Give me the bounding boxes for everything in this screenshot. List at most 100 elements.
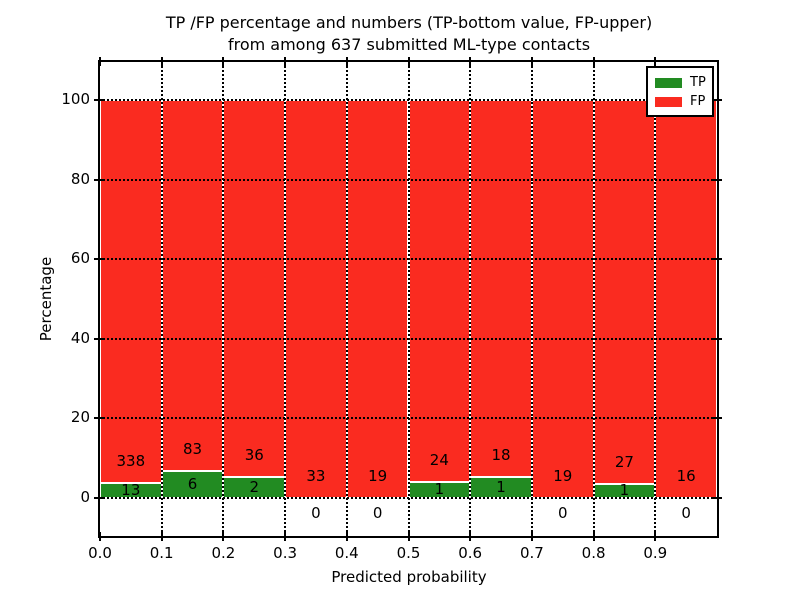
fp-count-label: 83 [182, 440, 203, 459]
legend-label-fp: FP [690, 94, 706, 109]
legend-entry-fp: FP [655, 92, 712, 111]
x-tick-label: 0.3 [273, 544, 298, 562]
x-tick-top [99, 57, 101, 66]
y-tick-label: 40 [70, 328, 90, 347]
fp-count-label: 24 [429, 451, 449, 470]
x-axis-label: Predicted probability [331, 568, 487, 586]
x-tick-bottom [592, 532, 595, 541]
y-tick-right [713, 258, 722, 261]
x-tick-top [407, 57, 410, 66]
bar-fp-segment [470, 100, 532, 478]
gridline-x-0.6 [469, 62, 472, 536]
bar-tp-segment [161, 471, 224, 498]
x-tick-label: 0.0 [88, 544, 112, 562]
fp-count-label: 16 [676, 467, 696, 485]
chart-title-line2: from among 637 submitted ML-type contact… [227, 35, 591, 54]
x-tick-label: 0.1 [149, 544, 174, 562]
tp-count-label: 0 [557, 504, 568, 522]
x-tick-top [530, 57, 533, 66]
y-tick-label: 80 [70, 169, 90, 188]
chart-title-line1: TP /FP percentage and numbers (TP-bottom… [165, 13, 653, 32]
y-tick-label: 20 [70, 408, 90, 427]
fp-color-swatch [655, 96, 682, 107]
x-tick-bottom [345, 532, 348, 541]
bar-fp-segment [285, 100, 347, 498]
gridline-x-0.7 [530, 62, 533, 536]
bar-fp-segment [408, 100, 471, 483]
y-tick-left [94, 337, 103, 340]
tp-color-swatch [655, 77, 682, 88]
gridline-x-0.9 [654, 62, 657, 536]
tp-count-label: 0 [372, 504, 383, 522]
x-tick-top [469, 57, 472, 66]
x-tick-bottom [99, 532, 101, 541]
x-tick-label: 0.4 [334, 544, 359, 562]
y-tick-right [713, 497, 722, 499]
y-tick-label: 100 [61, 90, 90, 108]
bar-fp-segment [346, 100, 409, 498]
fp-count-label: 338 [116, 452, 146, 471]
x-tick-label: 0.7 [519, 544, 544, 562]
x-tick-top [284, 57, 287, 66]
legend-label-tp: TP [690, 75, 706, 90]
y-tick-left [94, 417, 103, 420]
y-tick-left [94, 497, 103, 499]
x-tick-top [345, 57, 348, 66]
tp-count-label: 0 [681, 504, 691, 522]
y-tick-label: 0 [80, 488, 90, 506]
fp-count-label: 36 [244, 446, 264, 465]
x-tick-top [160, 57, 163, 66]
x-tick-label: 0.8 [581, 544, 606, 562]
tp-count-label: 13 [121, 480, 141, 499]
y-tick-left [94, 99, 103, 101]
legend: TP FP [646, 66, 714, 117]
fp-count-label: 19 [553, 467, 573, 485]
gridline-x-0.5 [407, 62, 410, 536]
y-tick-label: 60 [70, 249, 90, 268]
x-tick-top [654, 57, 657, 66]
x-tick-bottom [530, 532, 533, 541]
y-tick-left [94, 258, 103, 261]
x-tick-top [592, 57, 595, 66]
legend-entry-tp: TP [655, 73, 712, 92]
tp-count-label: 0 [311, 504, 321, 522]
bar-fp-segment [531, 100, 594, 498]
tp-count-label: 1 [496, 477, 506, 496]
fp-count-label: 18 [491, 446, 511, 465]
x-tick-label: 0.2 [211, 544, 236, 562]
bar-fp-segment [161, 100, 224, 472]
gridline-x-0.2 [222, 62, 225, 536]
chart-title: TP /FP percentage and numbers (TP-bottom… [98, 12, 720, 56]
y-tick-right [713, 99, 722, 101]
bar-fp-segment [655, 100, 717, 498]
tp-count-label: 2 [249, 477, 259, 496]
gridline-x-0.3 [284, 62, 287, 536]
plot-area: TP FP 338 13 83 6 36 2 33 0 19 0 24 1 18 1 19 0 27 1 16 0 [94, 57, 722, 541]
bar-fp-segment [593, 100, 656, 484]
bar-fp-segment [223, 100, 286, 478]
x-tick-bottom [160, 532, 163, 541]
x-tick-bottom [654, 532, 657, 541]
x-tick-label: 0.6 [458, 544, 483, 562]
x-tick-top [222, 57, 225, 66]
x-tick-bottom [222, 532, 225, 541]
y-tick-right [713, 337, 722, 340]
y-tick-right [713, 417, 722, 420]
x-tick-bottom [284, 532, 287, 541]
gridline-x-0.4 [345, 62, 348, 536]
fp-count-label: 27 [614, 452, 634, 471]
bar-fp-segment [100, 100, 162, 484]
tp-count-label: 6 [187, 474, 198, 493]
tp-count-label: 1 [619, 480, 630, 499]
x-tick-label: 0.5 [396, 544, 421, 562]
x-tick-bottom [469, 532, 472, 541]
y-tick-left [94, 178, 103, 181]
x-tick-bottom [407, 532, 410, 541]
tp-count-label: 1 [434, 480, 445, 499]
gridline-x-0.8 [592, 62, 595, 536]
y-tick-right [713, 178, 722, 181]
fp-count-label: 19 [368, 467, 388, 485]
gridline-x-0.1 [160, 62, 163, 536]
x-tick-label: 0.9 [643, 544, 668, 562]
